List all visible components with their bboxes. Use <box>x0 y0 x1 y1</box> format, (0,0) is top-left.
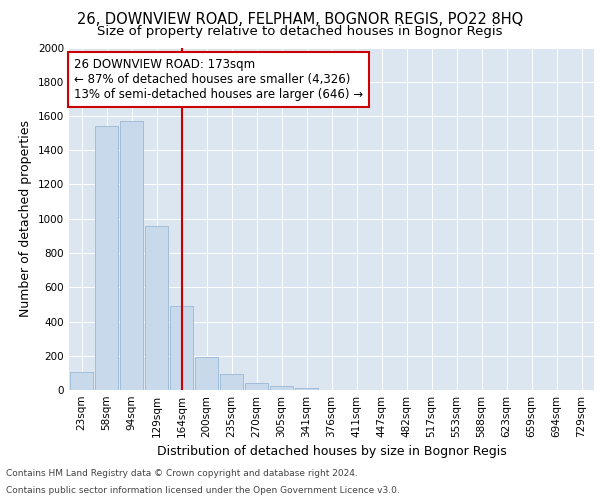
Bar <box>194 358 218 390</box>
Bar <box>119 121 143 390</box>
Bar <box>245 383 268 390</box>
Bar <box>70 372 94 390</box>
X-axis label: Distribution of detached houses by size in Bognor Regis: Distribution of detached houses by size … <box>157 446 506 458</box>
Text: Contains public sector information licensed under the Open Government Licence v3: Contains public sector information licen… <box>6 486 400 495</box>
Bar <box>295 388 319 390</box>
Text: 26 DOWNVIEW ROAD: 173sqm
← 87% of detached houses are smaller (4,326)
13% of sem: 26 DOWNVIEW ROAD: 173sqm ← 87% of detach… <box>74 58 364 101</box>
Bar <box>220 374 244 390</box>
Bar <box>269 386 293 390</box>
Bar <box>170 306 193 390</box>
Bar <box>95 126 118 390</box>
Bar <box>145 226 169 390</box>
Text: Size of property relative to detached houses in Bognor Regis: Size of property relative to detached ho… <box>97 25 503 38</box>
Text: 26, DOWNVIEW ROAD, FELPHAM, BOGNOR REGIS, PO22 8HQ: 26, DOWNVIEW ROAD, FELPHAM, BOGNOR REGIS… <box>77 12 523 28</box>
Text: Contains HM Land Registry data © Crown copyright and database right 2024.: Contains HM Land Registry data © Crown c… <box>6 468 358 477</box>
Y-axis label: Number of detached properties: Number of detached properties <box>19 120 32 318</box>
